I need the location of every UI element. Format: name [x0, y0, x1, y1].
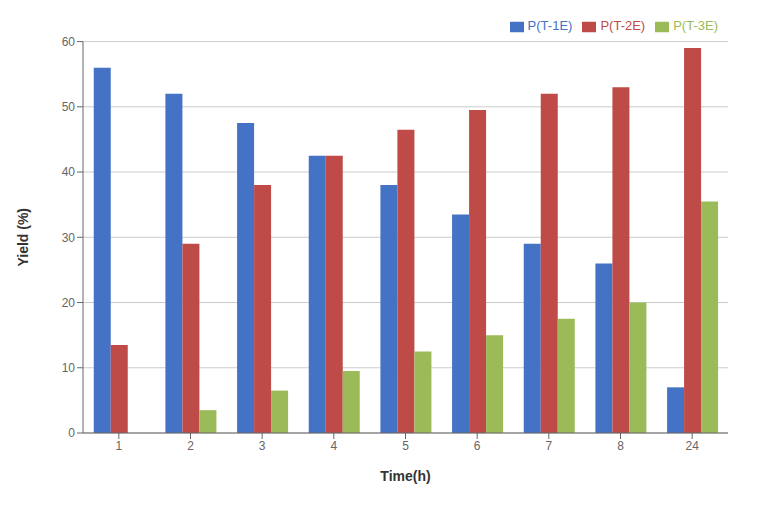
html-text:P(T-3E): P(T-3E) [673, 18, 718, 33]
svg-text:5: 5 [402, 439, 409, 453]
svg-text:2: 2 [187, 439, 194, 453]
svg-text:50: 50 [62, 100, 76, 114]
svg-text:Time(h): Time(h) [380, 468, 430, 484]
svg-text:6: 6 [474, 439, 481, 453]
svg-text:10: 10 [62, 361, 76, 375]
svg-text:24: 24 [685, 439, 699, 453]
svg-text:30: 30 [62, 231, 76, 245]
svg-text:Yield (%): Yield (%) [15, 208, 31, 267]
svg-text:20: 20 [62, 296, 76, 310]
svg-text:40: 40 [62, 165, 76, 179]
svg-text:1: 1 [115, 439, 122, 453]
svg-text:60: 60 [62, 35, 76, 49]
svg-text:4: 4 [330, 439, 337, 453]
svg-text:8: 8 [617, 439, 624, 453]
svg-text:0: 0 [68, 426, 75, 440]
svg-text:7: 7 [545, 439, 552, 453]
html-text:P(T-2E): P(T-2E) [600, 18, 646, 33]
html-text:P(T-1E): P(T-1E) [527, 18, 573, 33]
svg-text:3: 3 [259, 439, 266, 453]
